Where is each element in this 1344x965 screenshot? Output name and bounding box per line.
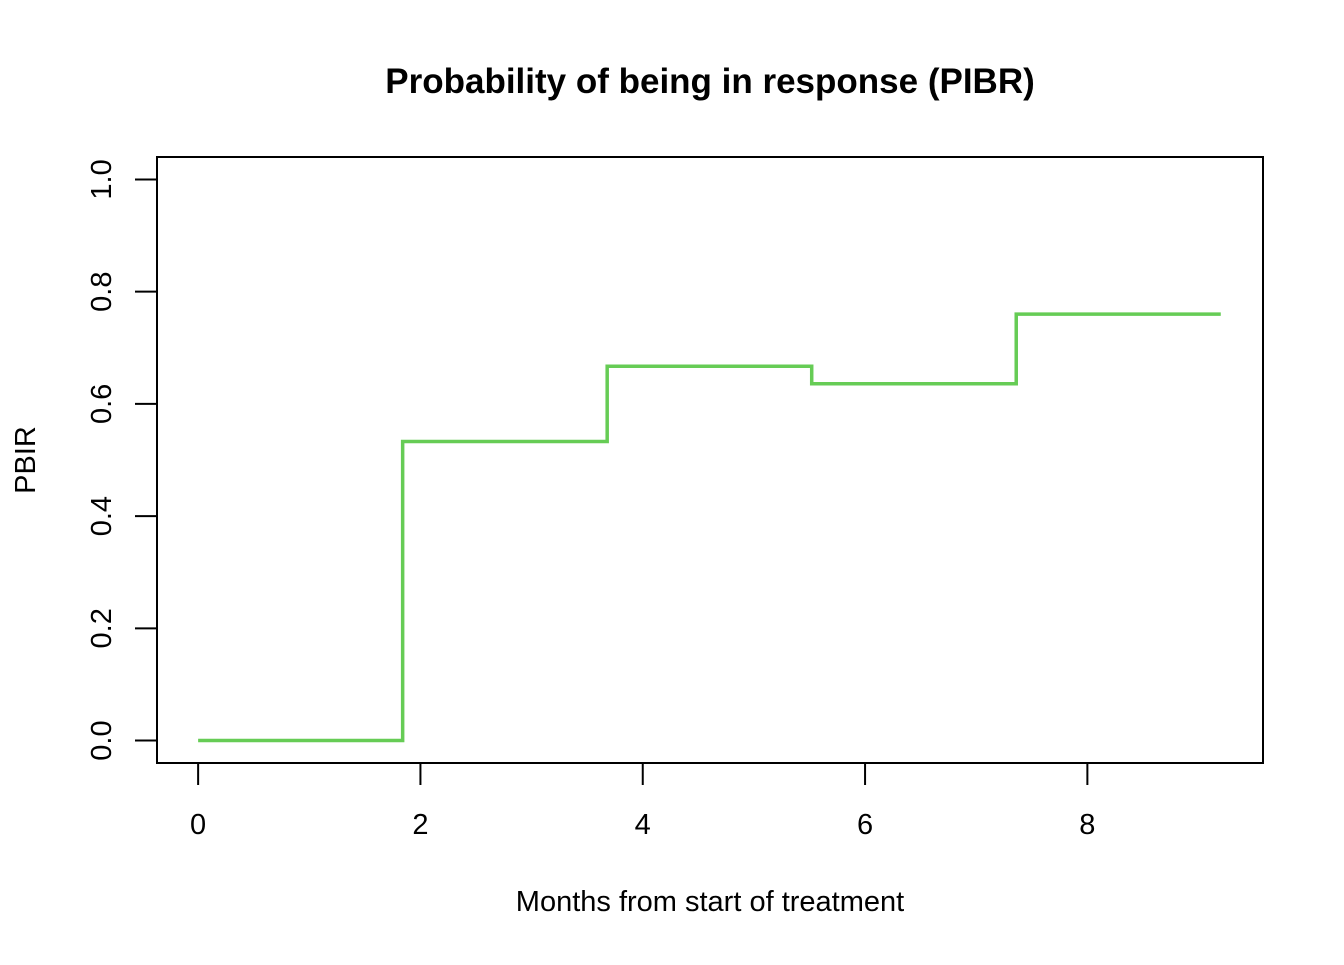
series-line xyxy=(198,312,1221,743)
chart-title: Probability of being in response (PIBR) xyxy=(385,62,1035,101)
y-tick-label: 0.8 xyxy=(86,272,118,312)
x-axis: 0 2 4 6 8 xyxy=(190,762,1095,841)
x-tick-label: 8 xyxy=(1079,809,1095,841)
y-tick-label: 0.4 xyxy=(86,496,118,536)
x-tick-label: 0 xyxy=(190,809,206,841)
y-tick-label: 0.0 xyxy=(86,720,118,760)
plot-frame xyxy=(156,156,1264,764)
x-axis-label: Months from start of treatment xyxy=(516,886,904,918)
x-tick-label: 6 xyxy=(857,809,873,841)
y-tick-label: 0.6 xyxy=(86,384,118,424)
y-tick-label: 1.0 xyxy=(86,159,118,199)
y-tick-label: 0.2 xyxy=(86,608,118,648)
x-tick-label: 4 xyxy=(635,809,651,841)
y-axis: 0.0 0.2 0.4 0.6 0.8 1.0 xyxy=(86,159,158,761)
series-layer xyxy=(198,312,1221,743)
y-axis-label: PBIR xyxy=(10,426,42,494)
x-tick-label: 2 xyxy=(412,809,428,841)
